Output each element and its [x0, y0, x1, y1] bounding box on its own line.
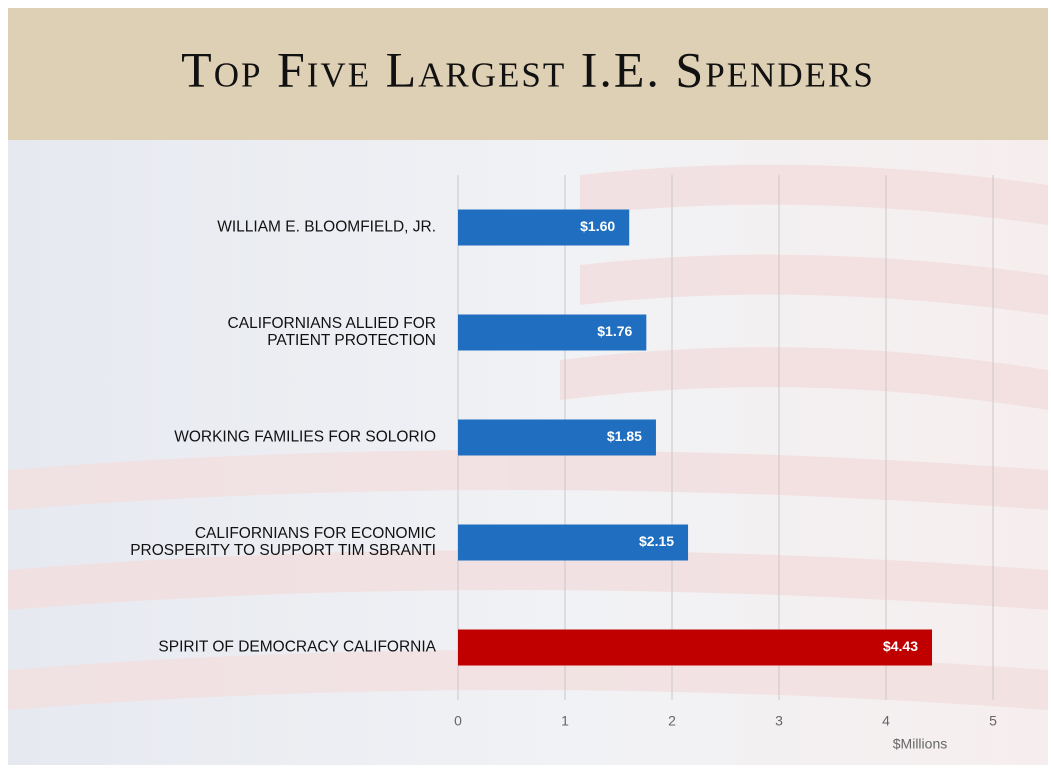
y-tick-label: WORKING FAMILIES FOR SOLORIO: [174, 429, 436, 446]
chart-title: Top Five Largest I.E. Spenders: [181, 41, 875, 97]
x-tick-label: 2: [668, 713, 676, 729]
bar: [458, 209, 630, 246]
x-tick-label: 4: [882, 713, 890, 729]
title-band: [8, 8, 1048, 140]
x-tick-label: 1: [561, 713, 569, 729]
x-axis-label: $Millions: [893, 736, 947, 752]
value-label: $1.85: [607, 428, 642, 444]
x-tick-label: 5: [989, 713, 997, 729]
bar: [458, 419, 656, 456]
value-label: $1.60: [580, 218, 615, 234]
value-label: $1.76: [597, 323, 632, 339]
bar: [458, 524, 689, 561]
x-tick-label: 3: [775, 713, 783, 729]
value-label: $2.15: [639, 533, 674, 549]
bar: [458, 629, 933, 666]
value-label: $4.43: [883, 638, 918, 654]
x-tick-label: 0: [454, 713, 462, 729]
y-tick-label: CALIFORNIANS FOR ECONOMIC PROSPERITY TO S…: [130, 525, 436, 559]
y-tick-label: SPIRIT OF DEMOCRACY CALIFORNIA: [158, 639, 436, 656]
y-tick-label: CALIFORNIANS ALLIED FOR PATIENT PROTECTIO…: [228, 315, 436, 349]
y-tick-label: WILLIAM E. BLOOMFIELD, JR.: [217, 219, 436, 236]
bar: [458, 314, 647, 351]
